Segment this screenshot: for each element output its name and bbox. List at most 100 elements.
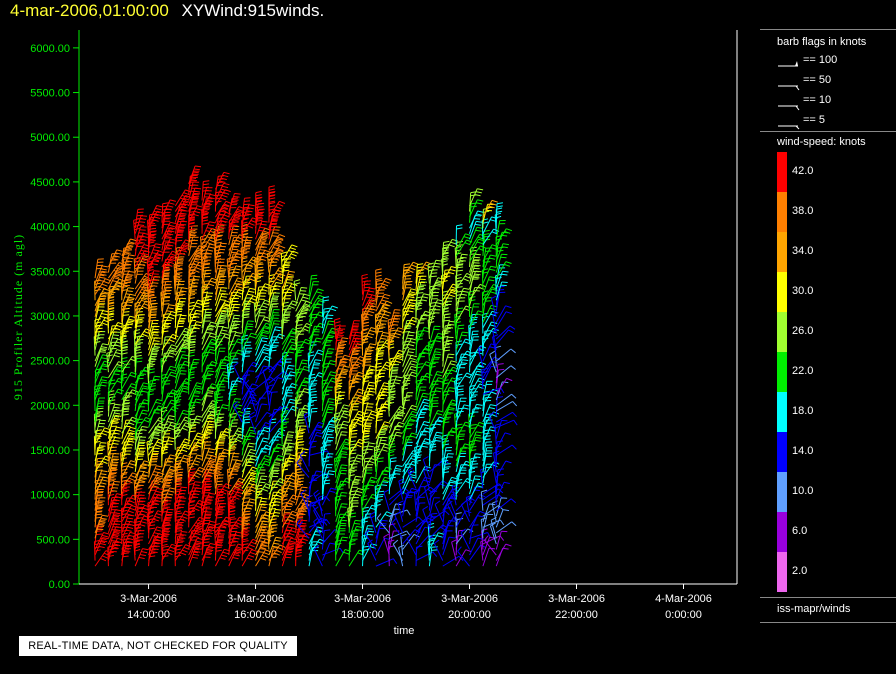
- barb-flag: [368, 332, 375, 336]
- barb-flag: [330, 487, 337, 491]
- barb-flag: [286, 546, 293, 549]
- barb-flag: [355, 346, 362, 349]
- barb-flag: [341, 451, 348, 453]
- barb-flag: [193, 168, 200, 171]
- barb-flag: [207, 428, 214, 431]
- barb-flag: [289, 477, 295, 481]
- barb-flag: [168, 241, 175, 244]
- barb-flag: [128, 254, 135, 257]
- barb-flag: [138, 556, 145, 560]
- barb-flag: [194, 532, 201, 536]
- barb-flag: [176, 236, 183, 239]
- barb-flag: [203, 305, 210, 308]
- barb-flag: [245, 507, 252, 510]
- barb-flag: [111, 487, 119, 489]
- barb-flag: [246, 323, 253, 325]
- barb-flag: [289, 341, 296, 344]
- barb-flag: [155, 538, 162, 542]
- barb-flag: [149, 303, 156, 305]
- barb-flag: [95, 533, 103, 536]
- barb-flag: [248, 442, 255, 445]
- barb-flag: [181, 549, 188, 553]
- barb-flag: [178, 229, 185, 232]
- wind-barb: [295, 441, 299, 461]
- barb-flag: [206, 531, 213, 535]
- barb-flag: [288, 374, 296, 377]
- barb-flag: [125, 247, 133, 250]
- barb-flag: [273, 504, 280, 506]
- barb-flag: [277, 203, 284, 207]
- barb-flag: [219, 226, 226, 229]
- barb-flag: [217, 396, 224, 399]
- barb-flag: [127, 298, 135, 301]
- barb-flag: [361, 273, 368, 277]
- barb-flag: [300, 489, 307, 492]
- barb-flag: [166, 511, 173, 514]
- wind-barb: [296, 462, 310, 478]
- barb-flag: [205, 230, 212, 233]
- barb-flag: [166, 476, 173, 478]
- barb-flag: [100, 557, 107, 562]
- barb-flag: [155, 490, 162, 494]
- barb-flag: [216, 344, 223, 346]
- barb-flag: [261, 233, 268, 237]
- barb-flag: [297, 435, 304, 437]
- barb-flag: [153, 471, 160, 474]
- wind-barb: [321, 513, 326, 533]
- barb-flag: [235, 265, 242, 268]
- barb-flag: [208, 545, 215, 549]
- wind-barb: [174, 298, 181, 317]
- wind-barb: [295, 293, 305, 312]
- barb-flag: [113, 517, 120, 519]
- barb-flag: [189, 239, 196, 242]
- barb-flag: [209, 520, 217, 523]
- barb-flag: [162, 280, 169, 283]
- barb-flag: [161, 543, 168, 547]
- barb-flag: [281, 251, 288, 254]
- barb-flag: [265, 483, 272, 487]
- wind-barb: [121, 389, 133, 406]
- wind-barb: [214, 365, 222, 384]
- barb-flag: [268, 194, 275, 198]
- barb-flag: [102, 514, 109, 517]
- barb-flag: [312, 501, 318, 506]
- barb-flag: [165, 230, 173, 233]
- barb-flag: [177, 258, 184, 260]
- barb-flag: [219, 180, 226, 183]
- barb-flag: [128, 429, 135, 433]
- barb-flag: [235, 407, 242, 410]
- wind-barb: [148, 303, 153, 323]
- wind-barb: [107, 415, 116, 434]
- barb-flag: [296, 324, 303, 326]
- barb-flag: [300, 489, 306, 494]
- barb-flag: [219, 245, 226, 248]
- wind-barb: [335, 431, 342, 450]
- barb-flag: [256, 199, 263, 202]
- barb-flag: [206, 227, 213, 230]
- barb-flag: [208, 233, 215, 237]
- barb-flag: [261, 235, 268, 238]
- barb-flag: [262, 337, 269, 340]
- barb-flag: [367, 293, 374, 296]
- barb-flag: [163, 269, 170, 272]
- barb-flag: [113, 523, 120, 525]
- barb-flag: [247, 370, 255, 372]
- wind-barb: [281, 494, 294, 512]
- barb-flag: [141, 426, 148, 428]
- barb-flag: [341, 503, 348, 505]
- barb-flag: [149, 319, 156, 322]
- barb-flag: [300, 290, 307, 292]
- y-tick-label: 2500.00: [30, 356, 70, 368]
- wind-barb: [268, 249, 278, 268]
- barb-flag: [334, 317, 341, 321]
- wind-barb: [362, 410, 373, 428]
- barb-flag: [153, 502, 160, 505]
- wind-barb: [134, 314, 140, 334]
- barb-flag: [223, 182, 230, 186]
- wind-barb: [312, 505, 323, 523]
- wind-barb: [121, 437, 131, 456]
- barb-flag: [274, 552, 280, 556]
- barb-flag: [96, 530, 103, 532]
- barb-flag: [235, 432, 242, 436]
- barb-flag: [134, 343, 141, 346]
